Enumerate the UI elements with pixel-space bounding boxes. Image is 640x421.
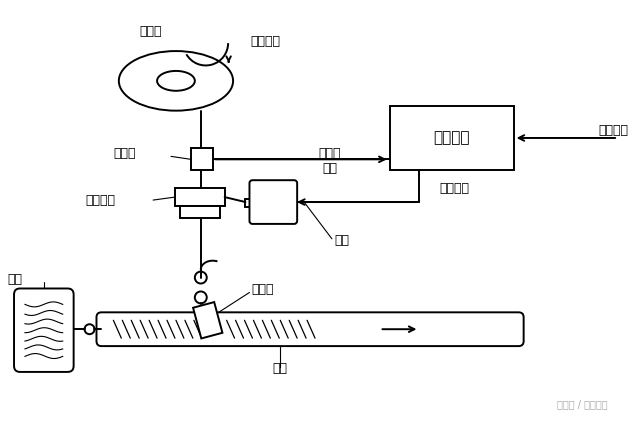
Text: 控制单元: 控制单元 [433, 131, 470, 146]
Bar [191, 149, 212, 170]
Bar [175, 188, 225, 206]
Text: 车轮: 车轮 [8, 273, 22, 286]
Bar [246, 199, 252, 207]
Text: 转向盘: 转向盘 [140, 25, 163, 38]
FancyBboxPatch shape [14, 288, 74, 372]
Text: 电机: 电机 [334, 234, 349, 247]
Text: 车速信号: 车速信号 [598, 123, 628, 136]
Bar [193, 302, 223, 338]
FancyBboxPatch shape [250, 180, 297, 224]
Text: 小齿轮: 小齿轮 [252, 283, 274, 296]
Bar [390, 106, 514, 170]
Ellipse shape [157, 71, 195, 91]
FancyBboxPatch shape [97, 312, 524, 346]
Text: 头条号 / 算法集市: 头条号 / 算法集市 [557, 399, 608, 409]
Bar [180, 206, 220, 218]
Text: 齿条: 齿条 [273, 362, 288, 376]
Text: 传感器
信号: 传感器 信号 [319, 147, 341, 176]
Ellipse shape [119, 51, 233, 111]
Text: 输入力矩: 输入力矩 [250, 35, 280, 48]
Text: 减速机构: 减速机构 [85, 194, 115, 207]
Text: 电机控制: 电机控制 [439, 181, 469, 195]
Text: 传感器: 传感器 [114, 147, 136, 160]
